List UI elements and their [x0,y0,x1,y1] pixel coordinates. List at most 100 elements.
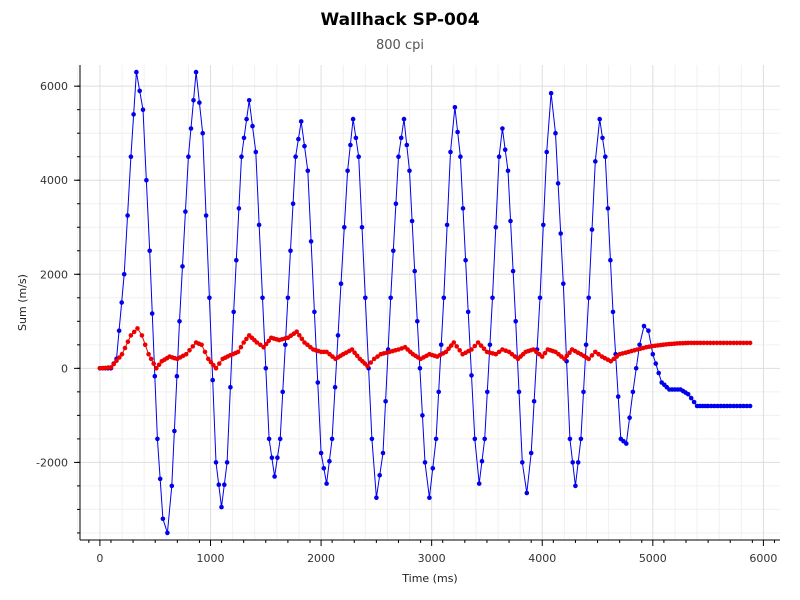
data-point-1 [108,365,114,370]
data-point-0 [283,342,288,348]
data-point-0 [327,458,332,464]
data-point-1 [183,351,189,357]
data-point-0 [353,135,359,141]
y-tick-label: 4000 [40,174,68,187]
data-point-0 [624,441,629,446]
data-point-0 [593,159,598,164]
data-point-0 [216,482,222,488]
data-point-0 [174,373,180,379]
data-point-1 [701,340,706,346]
data-point-0 [422,460,428,465]
data-point-0 [744,403,750,409]
data-point-1 [375,354,380,359]
data-point-0 [302,143,307,149]
x-tick-label: 5000 [639,552,667,565]
data-point-0 [433,436,439,442]
data-point-1 [211,362,216,368]
data-point-0 [688,395,694,401]
data-point-0 [193,69,199,75]
grid-layer [77,65,780,540]
data-point-0 [315,380,321,385]
data-point-1 [142,342,148,348]
data-point-1 [263,341,269,347]
data-point-0 [312,309,317,315]
data-point-0 [465,309,471,315]
data-point-0 [436,389,442,395]
data-point-0 [685,391,691,397]
data-point-0 [234,257,239,263]
data-point-1 [354,353,360,359]
data-point-0 [224,460,230,465]
data-point-0 [741,403,746,409]
data-point-0 [260,295,265,301]
data-point-0 [493,225,499,230]
data-point-0 [152,373,158,379]
data-point-0 [140,107,146,112]
data-point-0 [472,436,478,442]
data-point-0 [508,218,513,224]
data-point-1 [156,362,162,368]
data-point-1 [451,340,457,345]
data-point-0 [570,460,575,465]
data-point-1 [208,359,214,365]
data-point-0 [430,466,436,471]
data-point-0 [380,450,386,456]
data-point-0 [537,295,543,301]
data-point-1 [698,340,703,346]
data-point-0 [737,403,743,409]
data-point-1 [213,366,219,371]
data-point-1 [111,361,116,367]
data-point-0 [513,319,518,324]
data-point-1 [151,361,156,366]
data-point-1 [711,340,716,346]
data-point-0 [160,516,166,522]
data-point-0 [597,116,602,122]
data-point-1 [139,333,145,338]
data-point-0 [586,295,591,301]
data-point-0 [374,495,379,501]
data-point-0 [409,218,415,224]
data-point-0 [476,481,482,486]
data-point-0 [463,257,468,263]
data-point-0 [246,98,252,103]
data-point-1 [206,356,211,362]
data-point-0 [363,295,368,301]
data-point-1 [567,350,572,356]
data-point-0 [721,403,727,409]
data-point-0 [241,135,247,141]
data-point-0 [516,389,522,395]
data-point-0 [401,116,407,122]
data-point-0 [321,466,327,471]
x-tick-label: 4000 [528,552,556,565]
data-point-1 [125,339,131,345]
data-point-0 [329,436,335,442]
data-point-0 [605,206,611,211]
data-point-0 [637,342,642,348]
data-point-1 [254,340,260,345]
data-point-1 [365,363,370,369]
data-point-1 [721,340,726,346]
data-point-0 [705,403,711,409]
data-point-0 [222,482,227,488]
data-point-1 [241,340,246,345]
data-point-0 [345,168,350,174]
x-tick-label: 0 [96,552,103,565]
data-point-0 [324,481,329,486]
data-point-0 [342,225,347,230]
data-point-0 [191,98,196,103]
data-point-1 [744,340,750,346]
data-point-1 [454,344,460,349]
data-point-0 [575,460,581,465]
data-point-1 [737,340,743,346]
data-point-1 [266,338,272,344]
data-point-0 [715,403,720,409]
data-point-0 [455,129,460,135]
data-point-1 [190,344,196,349]
data-point-0 [555,181,561,186]
data-point-0 [460,206,466,211]
data-point-0 [169,483,175,489]
data-point-0 [285,295,291,301]
data-point-0 [490,295,495,301]
data-point-1 [128,333,134,338]
data-point-1 [731,340,736,346]
